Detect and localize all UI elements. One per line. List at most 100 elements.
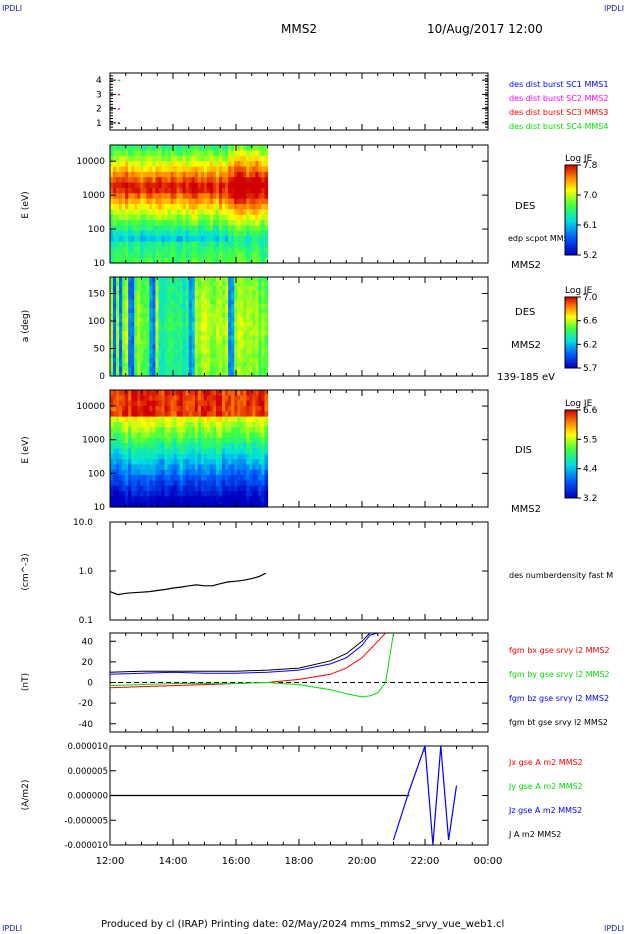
burst-marker bbox=[117, 122, 120, 124]
des-pitch-cell bbox=[167, 277, 172, 283]
des-pitch-cell bbox=[231, 295, 235, 301]
des-energy-cell bbox=[234, 220, 238, 227]
des-pitch-cell bbox=[167, 326, 172, 332]
dis-energy-cell bbox=[197, 453, 202, 460]
dis-energy-cell bbox=[188, 501, 193, 508]
dis-energy-cell bbox=[173, 480, 178, 487]
dis-energy-cell bbox=[158, 416, 163, 423]
dis-energy-cell bbox=[119, 432, 123, 439]
des-energy-cell bbox=[152, 220, 157, 227]
dis-energy-cell bbox=[243, 453, 247, 460]
des-pitch-cell bbox=[197, 308, 202, 314]
dis-energy-cell bbox=[185, 496, 190, 503]
des-pitch-cell bbox=[240, 317, 244, 323]
des-pitch-cell bbox=[234, 362, 238, 368]
des-pitch-cell bbox=[258, 286, 263, 292]
des-energy-cell bbox=[143, 182, 147, 189]
dis-energy-cell bbox=[209, 443, 214, 450]
des-energy-cell bbox=[237, 198, 241, 205]
des-pitch-cell bbox=[113, 308, 117, 314]
dis-energy-cell bbox=[188, 421, 193, 428]
des-energy-cell bbox=[194, 187, 199, 194]
des-energy-cell bbox=[134, 171, 138, 178]
des-energy-cell bbox=[170, 171, 175, 178]
current-legend-label: J A m2 MMS2 bbox=[508, 830, 561, 839]
dis-energy-cell bbox=[122, 475, 126, 482]
des-energy-cell bbox=[216, 225, 220, 232]
dis-energy-cell bbox=[246, 475, 250, 482]
des-energy-cell bbox=[231, 230, 235, 237]
dis-energy-cell bbox=[209, 496, 214, 503]
des-pitch-cell bbox=[110, 308, 114, 314]
dis-energy-colorbar-tick-label: 4.4 bbox=[583, 465, 598, 475]
dis-energy-cell bbox=[255, 459, 260, 466]
dis-energy-cell bbox=[225, 480, 229, 487]
des-energy-cell bbox=[161, 241, 166, 248]
des-energy-cell bbox=[255, 193, 260, 200]
des-energy-cell bbox=[216, 198, 220, 205]
dis-energy-cell bbox=[219, 453, 223, 460]
des-pitch-cell bbox=[176, 281, 181, 287]
des-energy-cell bbox=[243, 220, 247, 227]
dis-energy-cell bbox=[182, 416, 187, 423]
dis-energy-cell bbox=[179, 485, 184, 492]
des-pitch-cell bbox=[161, 340, 166, 346]
des-pitch-cell bbox=[128, 344, 132, 350]
des-pitch-cell bbox=[228, 295, 232, 301]
dis-energy-cell bbox=[212, 496, 217, 503]
des-energy-cell bbox=[182, 171, 187, 178]
dis-energy-cell bbox=[206, 395, 211, 402]
des-pitch-cell bbox=[240, 331, 244, 337]
dis-energy-cell bbox=[185, 453, 190, 460]
des-pitch-cell bbox=[264, 344, 269, 350]
des-pitch-cell bbox=[149, 317, 154, 323]
des-energy-cell bbox=[185, 204, 190, 210]
des-energy-cell bbox=[231, 150, 235, 157]
des-energy-cell bbox=[122, 257, 126, 264]
des-pitch-cell bbox=[255, 304, 260, 310]
des-pitch-cell bbox=[258, 295, 263, 301]
des-pitch-cell bbox=[164, 371, 169, 377]
dis-energy-cell bbox=[197, 496, 202, 503]
des-energy-cell bbox=[258, 187, 263, 194]
des-pitch-cell bbox=[216, 331, 220, 337]
des-energy-cell bbox=[122, 252, 126, 259]
des-energy-cell bbox=[261, 225, 266, 232]
des-pitch-cell bbox=[152, 353, 157, 359]
des-energy-cell bbox=[179, 198, 184, 205]
dis-energy-cell bbox=[170, 390, 175, 396]
des-energy-cell bbox=[264, 230, 269, 237]
des-pitch-cell bbox=[122, 277, 126, 283]
des-pitch-cell bbox=[203, 358, 208, 364]
des-pitch-cell bbox=[158, 317, 163, 323]
des-energy-cell bbox=[152, 145, 157, 151]
dis-energy-cell bbox=[182, 459, 187, 466]
dis-energy-cell bbox=[200, 390, 205, 396]
des-pitch-cell bbox=[216, 290, 220, 296]
dis-energy-cell bbox=[219, 491, 223, 497]
des-pitch-cell bbox=[143, 281, 147, 287]
des-pitch-cell bbox=[209, 367, 214, 373]
des-energy-cell bbox=[197, 209, 202, 216]
des-energy-cell bbox=[110, 155, 114, 162]
des-pitch-cell bbox=[203, 317, 208, 323]
des-energy-colorbar-tick-label: 7.8 bbox=[583, 161, 598, 171]
des-energy-cell bbox=[170, 241, 175, 248]
dis-energy-cell bbox=[182, 400, 187, 407]
des-pitch-cell bbox=[158, 358, 163, 364]
dis-energy-cell bbox=[158, 405, 163, 412]
dis-energy-cell bbox=[237, 469, 241, 476]
des-pitch-cell bbox=[167, 317, 172, 323]
des-pitch-cell bbox=[243, 277, 247, 283]
dis-energy-cell bbox=[125, 437, 129, 444]
des-energy-cell bbox=[246, 257, 250, 264]
dis-energy-cell bbox=[249, 453, 253, 460]
dis-energy-cell bbox=[152, 464, 157, 471]
dis-energy-cell bbox=[116, 443, 120, 450]
des-pitch-cell bbox=[197, 367, 202, 373]
dis-energy-cell bbox=[122, 496, 126, 503]
des-pitch-cell bbox=[182, 340, 187, 346]
des-pitch-cell bbox=[191, 335, 196, 341]
dis-energy-cell bbox=[146, 453, 150, 460]
dis-energy-cell bbox=[173, 496, 178, 503]
